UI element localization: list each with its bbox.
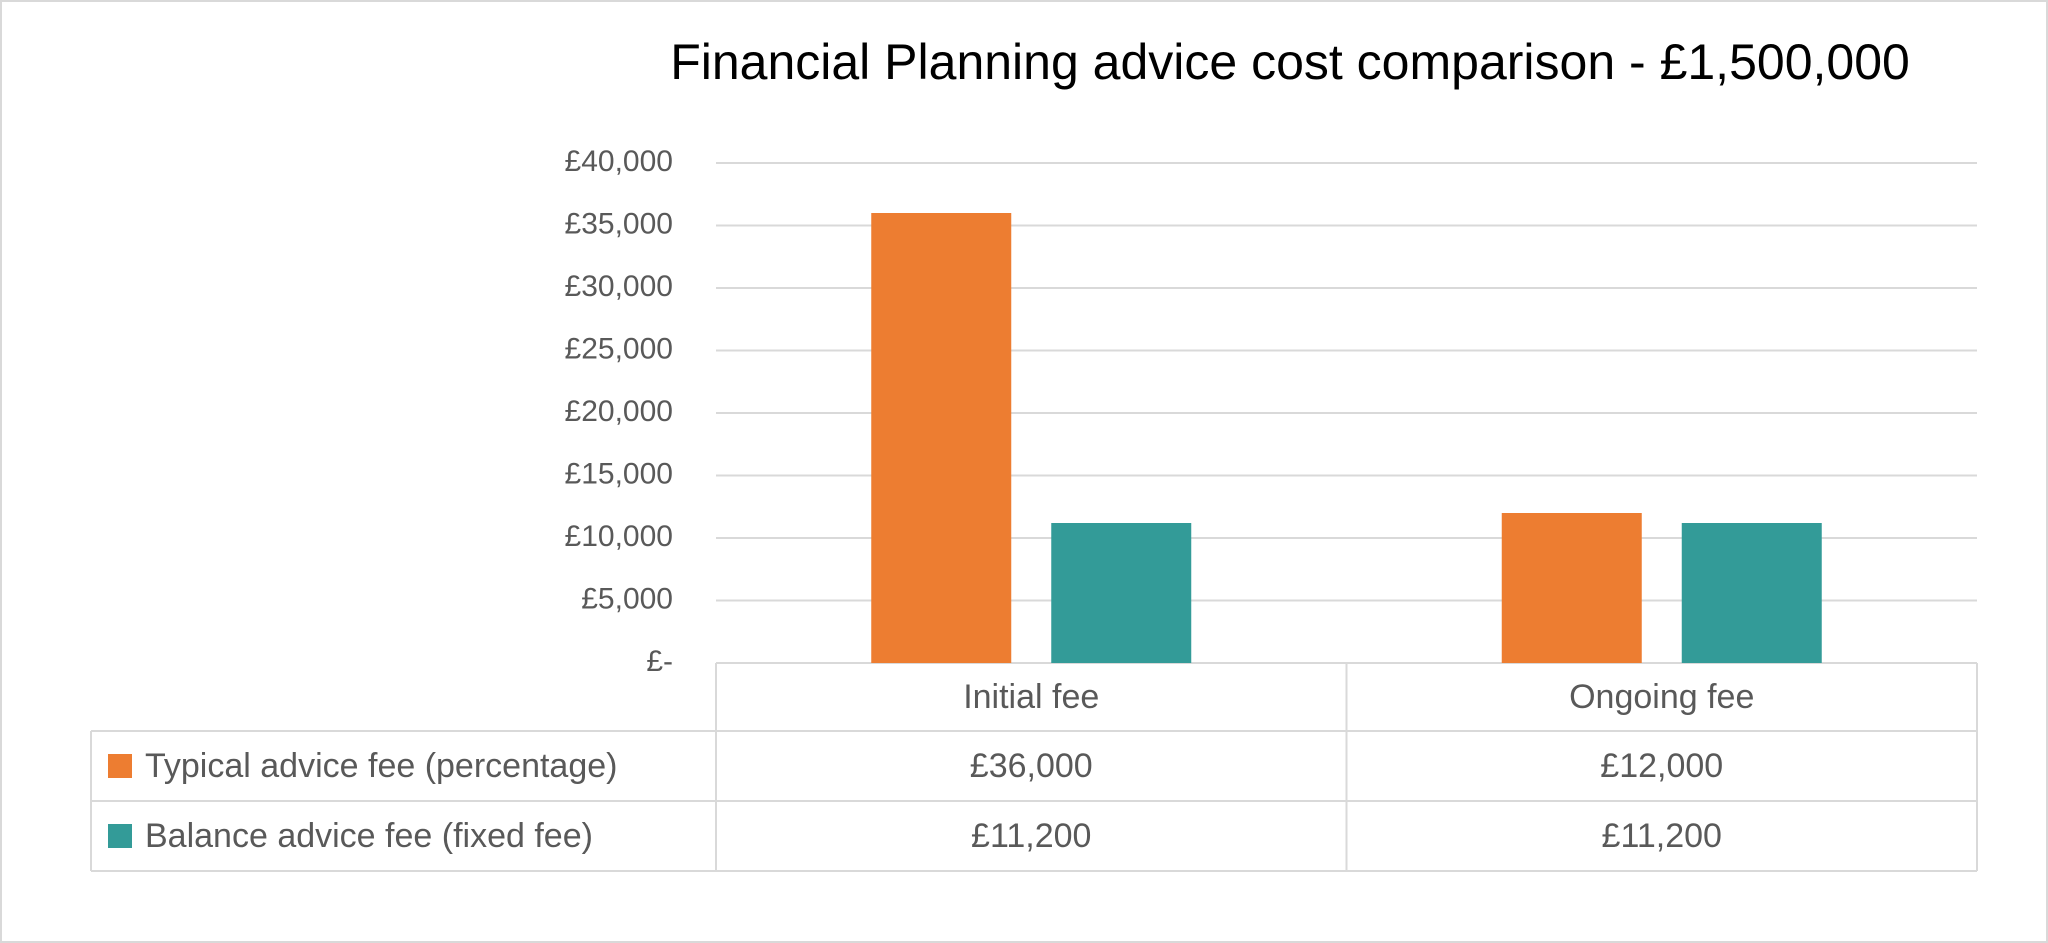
- x-tick-label: Initial fee: [963, 678, 1099, 716]
- y-tick-label: £40,000: [565, 145, 673, 178]
- y-tick-label: £35,000: [565, 207, 673, 240]
- y-tick-label: £30,000: [565, 270, 673, 303]
- legend-key: [108, 824, 132, 848]
- table-value: £12,000: [1600, 747, 1723, 785]
- x-tick-label: Ongoing fee: [1569, 678, 1754, 716]
- y-tick-label: £25,000: [565, 332, 673, 365]
- bar: [1501, 513, 1642, 663]
- bar: [871, 213, 1012, 663]
- legend-label: Balance advice fee (fixed fee): [145, 817, 593, 855]
- y-tick-label: £15,000: [565, 457, 673, 490]
- chart-title: Financial Planning advice cost compariso…: [670, 34, 1910, 90]
- y-tick-label: £-: [646, 645, 673, 678]
- y-tick-label: £5,000: [581, 582, 673, 615]
- table-value: £11,200: [971, 817, 1091, 855]
- bar: [1681, 523, 1822, 663]
- y-tick-label: £10,000: [565, 520, 673, 553]
- y-tick-label: £20,000: [565, 395, 673, 428]
- legend-label: Typical advice fee (percentage): [145, 747, 617, 785]
- table-value: £36,000: [970, 747, 1093, 785]
- legend-key: [108, 754, 132, 778]
- bar: [1051, 523, 1192, 663]
- table-value: £11,200: [1602, 817, 1722, 855]
